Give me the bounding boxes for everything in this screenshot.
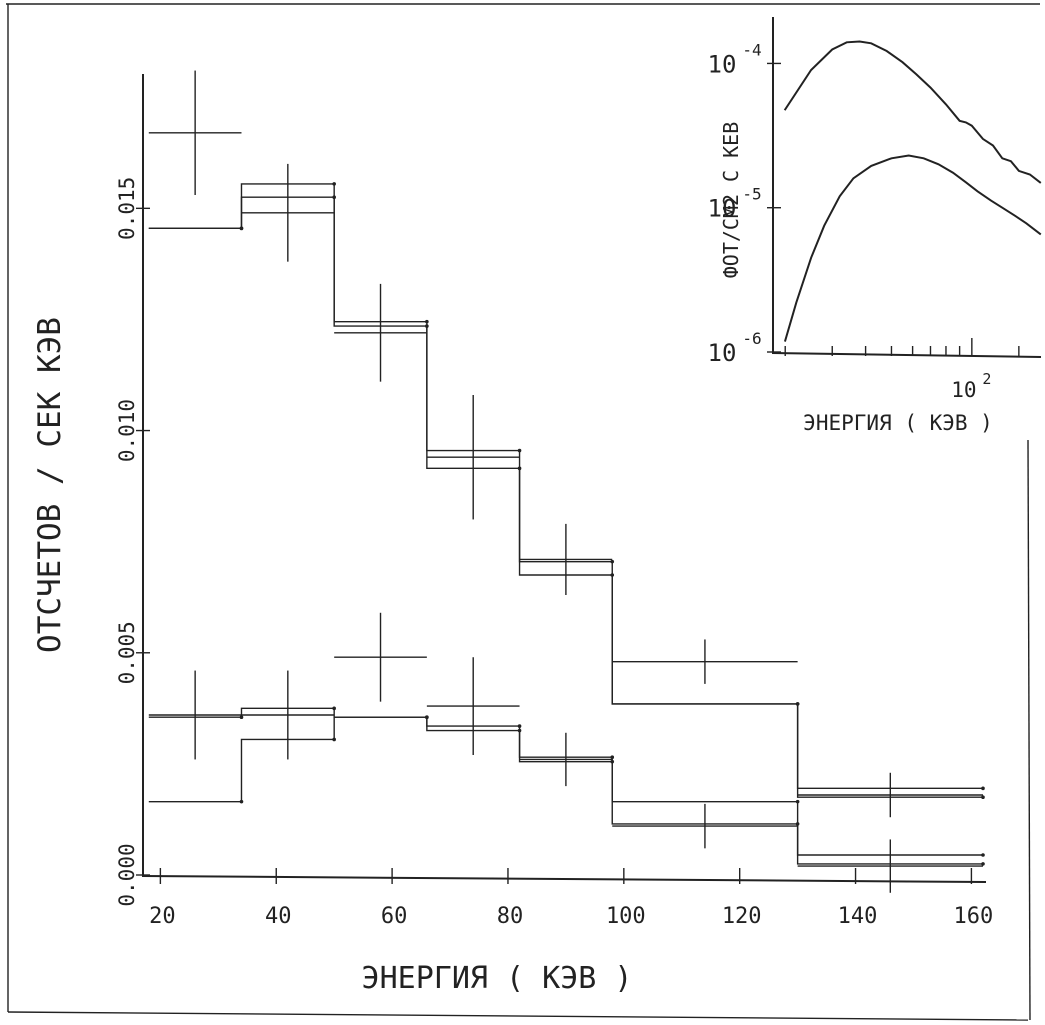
model-histogram-0-model_a xyxy=(148,196,983,798)
data-point xyxy=(612,639,798,684)
model-bin-marker xyxy=(981,853,985,857)
main-chart: 20 40 60 80 100 120 140 160 0.000 0.005 0.010 0.01… xyxy=(32,70,993,996)
main-model-histograms xyxy=(148,182,985,866)
main-x-tick-label: 120 xyxy=(722,904,762,929)
model-bin-marker xyxy=(332,706,336,711)
inset-y-tick-exponent: -4 xyxy=(742,40,761,59)
model-bin-marker xyxy=(610,559,615,564)
model-bin-marker xyxy=(795,822,800,826)
main-y-tick-label: 0.010 xyxy=(115,399,139,462)
main-y-tick-label: 0.005 xyxy=(115,621,139,684)
inset-x-tick-label: 10 2 xyxy=(951,370,991,402)
inset-x-axis-label: ЭНЕРГИЯ ( КЭВ ) xyxy=(803,411,993,435)
main-data-points xyxy=(148,70,983,893)
data-point xyxy=(334,283,427,382)
inset-axes xyxy=(771,17,1042,359)
inset-y-tick-base: 10 xyxy=(708,50,737,78)
model-bin-marker xyxy=(610,755,615,760)
model-bin-marker xyxy=(425,319,429,324)
main-x-tick-label: 100 xyxy=(606,904,646,929)
inset-y-tick-base: 10 xyxy=(708,195,737,223)
inset-x-axis xyxy=(771,351,1042,359)
data-point xyxy=(148,670,242,760)
data-point xyxy=(148,70,242,195)
inset-y-ticks: 10 -4 10 -5 10 -6 xyxy=(708,40,781,367)
data-point xyxy=(241,163,335,262)
main-x-axis-label: ЭНЕРГИЯ ( КЭВ ) xyxy=(362,961,633,996)
data-point xyxy=(426,395,520,520)
model-bin-marker xyxy=(425,715,429,720)
model-bin-marker xyxy=(517,448,522,453)
main-y-tick-label: 0.000 xyxy=(115,843,139,906)
frame-right xyxy=(1027,439,1031,1021)
model-histogram-0-model_b xyxy=(148,183,983,790)
inset-spectrum-1 xyxy=(783,154,1042,342)
inset-y-tick-exponent: -5 xyxy=(742,185,761,204)
model-bin-marker xyxy=(517,724,522,728)
inset-spectrum-0 xyxy=(783,40,1042,184)
model-bin-marker xyxy=(239,715,244,720)
inset-y-tick-label: 10 -5 xyxy=(708,185,762,223)
inset-y-tick-exponent: -6 xyxy=(742,329,761,348)
main-x-tick-label: 80 xyxy=(497,904,524,929)
inset-x-ticks: 10 2 xyxy=(784,338,1020,402)
main-x-axis xyxy=(141,874,987,884)
model-bin-marker xyxy=(239,799,244,804)
main-x-tick-label: 20 xyxy=(149,904,176,929)
inset-y-tick-base: 10 xyxy=(708,339,737,367)
main-x-tick-label: 160 xyxy=(954,904,994,929)
model-bin-marker xyxy=(795,799,800,804)
inset-y-tick-label: 10 -4 xyxy=(708,40,762,78)
data-point xyxy=(797,839,983,893)
data-point xyxy=(797,772,983,818)
main-axes xyxy=(141,74,987,884)
main-x-tick-label: 40 xyxy=(265,904,292,929)
main-y-ticks: 0.000 0.005 0.010 0.015 xyxy=(115,177,150,907)
main-x-tick-label: 140 xyxy=(838,904,878,929)
data-point xyxy=(334,612,427,702)
inset-x-tick-exponent: 2 xyxy=(982,370,991,388)
model-bin-marker xyxy=(981,795,985,800)
model-bin-marker xyxy=(981,786,985,791)
data-point xyxy=(519,523,613,595)
main-x-ticks: 20 40 60 80 100 120 140 160 xyxy=(149,868,993,929)
inset-y-tick-label: 10 -6 xyxy=(708,329,762,367)
inset-x-tick-base: 10 xyxy=(951,378,976,402)
main-y-tick-label: 0.015 xyxy=(115,177,139,240)
data-point xyxy=(241,670,335,760)
model-bin-marker xyxy=(239,226,244,231)
model-bin-marker xyxy=(332,737,336,742)
data-point xyxy=(612,803,798,849)
data-point xyxy=(426,657,520,755)
inset-chart: 10 -4 10 -5 10 -6 10 2 ФОТ/СМ2 С КЕВ ЭНЕРГИЯ (… xyxy=(708,17,1042,435)
main-x-tick-label: 60 xyxy=(381,904,408,929)
data-point xyxy=(519,732,613,787)
model-bin-marker xyxy=(981,862,985,866)
inset-y-axis-label: ФОТ/СМ2 С КЕВ xyxy=(719,122,743,279)
inset-spectra xyxy=(783,40,1042,342)
model-bin-marker xyxy=(795,702,800,706)
frame-bottom xyxy=(7,1011,1029,1021)
main-y-axis-label: ОТСЧЕТОВ / СЕК КЭВ xyxy=(32,317,68,653)
model-bin-marker xyxy=(332,182,336,186)
